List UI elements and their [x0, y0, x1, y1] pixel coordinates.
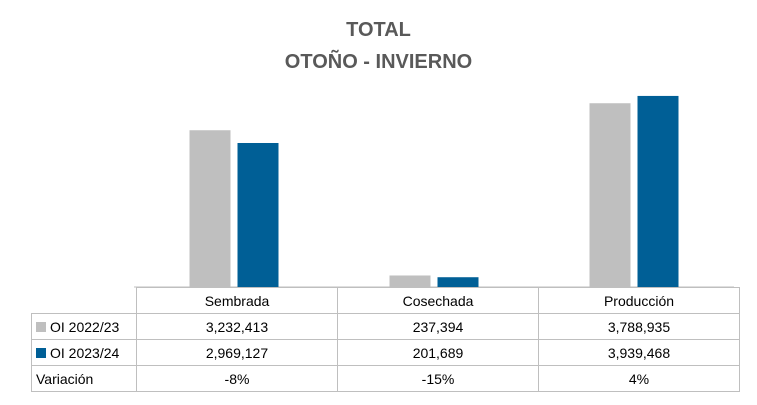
- table-cell: 4%: [538, 365, 740, 392]
- table-cell: 201,689: [337, 339, 539, 366]
- row-label: OI 2022/23: [31, 313, 137, 340]
- chart-title: TOTAL: [346, 19, 411, 41]
- table-cell: 237,394: [337, 313, 539, 340]
- bar-1-producción: [589, 103, 631, 287]
- table-row-series-2: OI 2023/24 2,969,127 201,689 3,939,468: [31, 339, 740, 366]
- table-header-row: Sembrada Cosechada Producción: [31, 287, 740, 314]
- table-cell: -8%: [136, 365, 338, 392]
- bar-2-sembrada: [237, 142, 279, 287]
- row-label-text: OI 2023/24: [50, 344, 120, 361]
- category-header: Cosechada: [337, 287, 539, 314]
- bar-1-cosechada: [389, 275, 431, 287]
- table-cell: 3,232,413: [136, 313, 338, 340]
- table-row-variation: Variación -8% -15% 4%: [31, 365, 740, 392]
- table-cell: 2,969,127: [136, 339, 338, 366]
- legend-key-series-1: [36, 321, 46, 332]
- table-row-series-1: OI 2022/23 3,232,413 237,394 3,788,935: [31, 313, 740, 340]
- table-cell: 3,788,935: [538, 313, 740, 340]
- data-table: Sembrada Cosechada Producción OI 2022/23…: [31, 287, 740, 392]
- table-corner: [31, 287, 137, 314]
- row-label: OI 2023/24: [31, 339, 137, 366]
- legend-key-series-2: [36, 347, 46, 358]
- category-header: Sembrada: [136, 287, 338, 314]
- category-header: Producción: [538, 287, 740, 314]
- bar-1-sembrada: [189, 130, 231, 287]
- row-label: Variación: [31, 365, 137, 392]
- table-cell: 3,939,468: [538, 339, 740, 366]
- row-label-text: OI 2022/23: [50, 318, 120, 335]
- table-cell: -15%: [337, 365, 539, 392]
- chart-subtitle: OTOÑO - INVIERNO: [284, 51, 473, 73]
- bar-2-cosechada: [437, 277, 479, 287]
- bar-2-producción: [637, 95, 679, 288]
